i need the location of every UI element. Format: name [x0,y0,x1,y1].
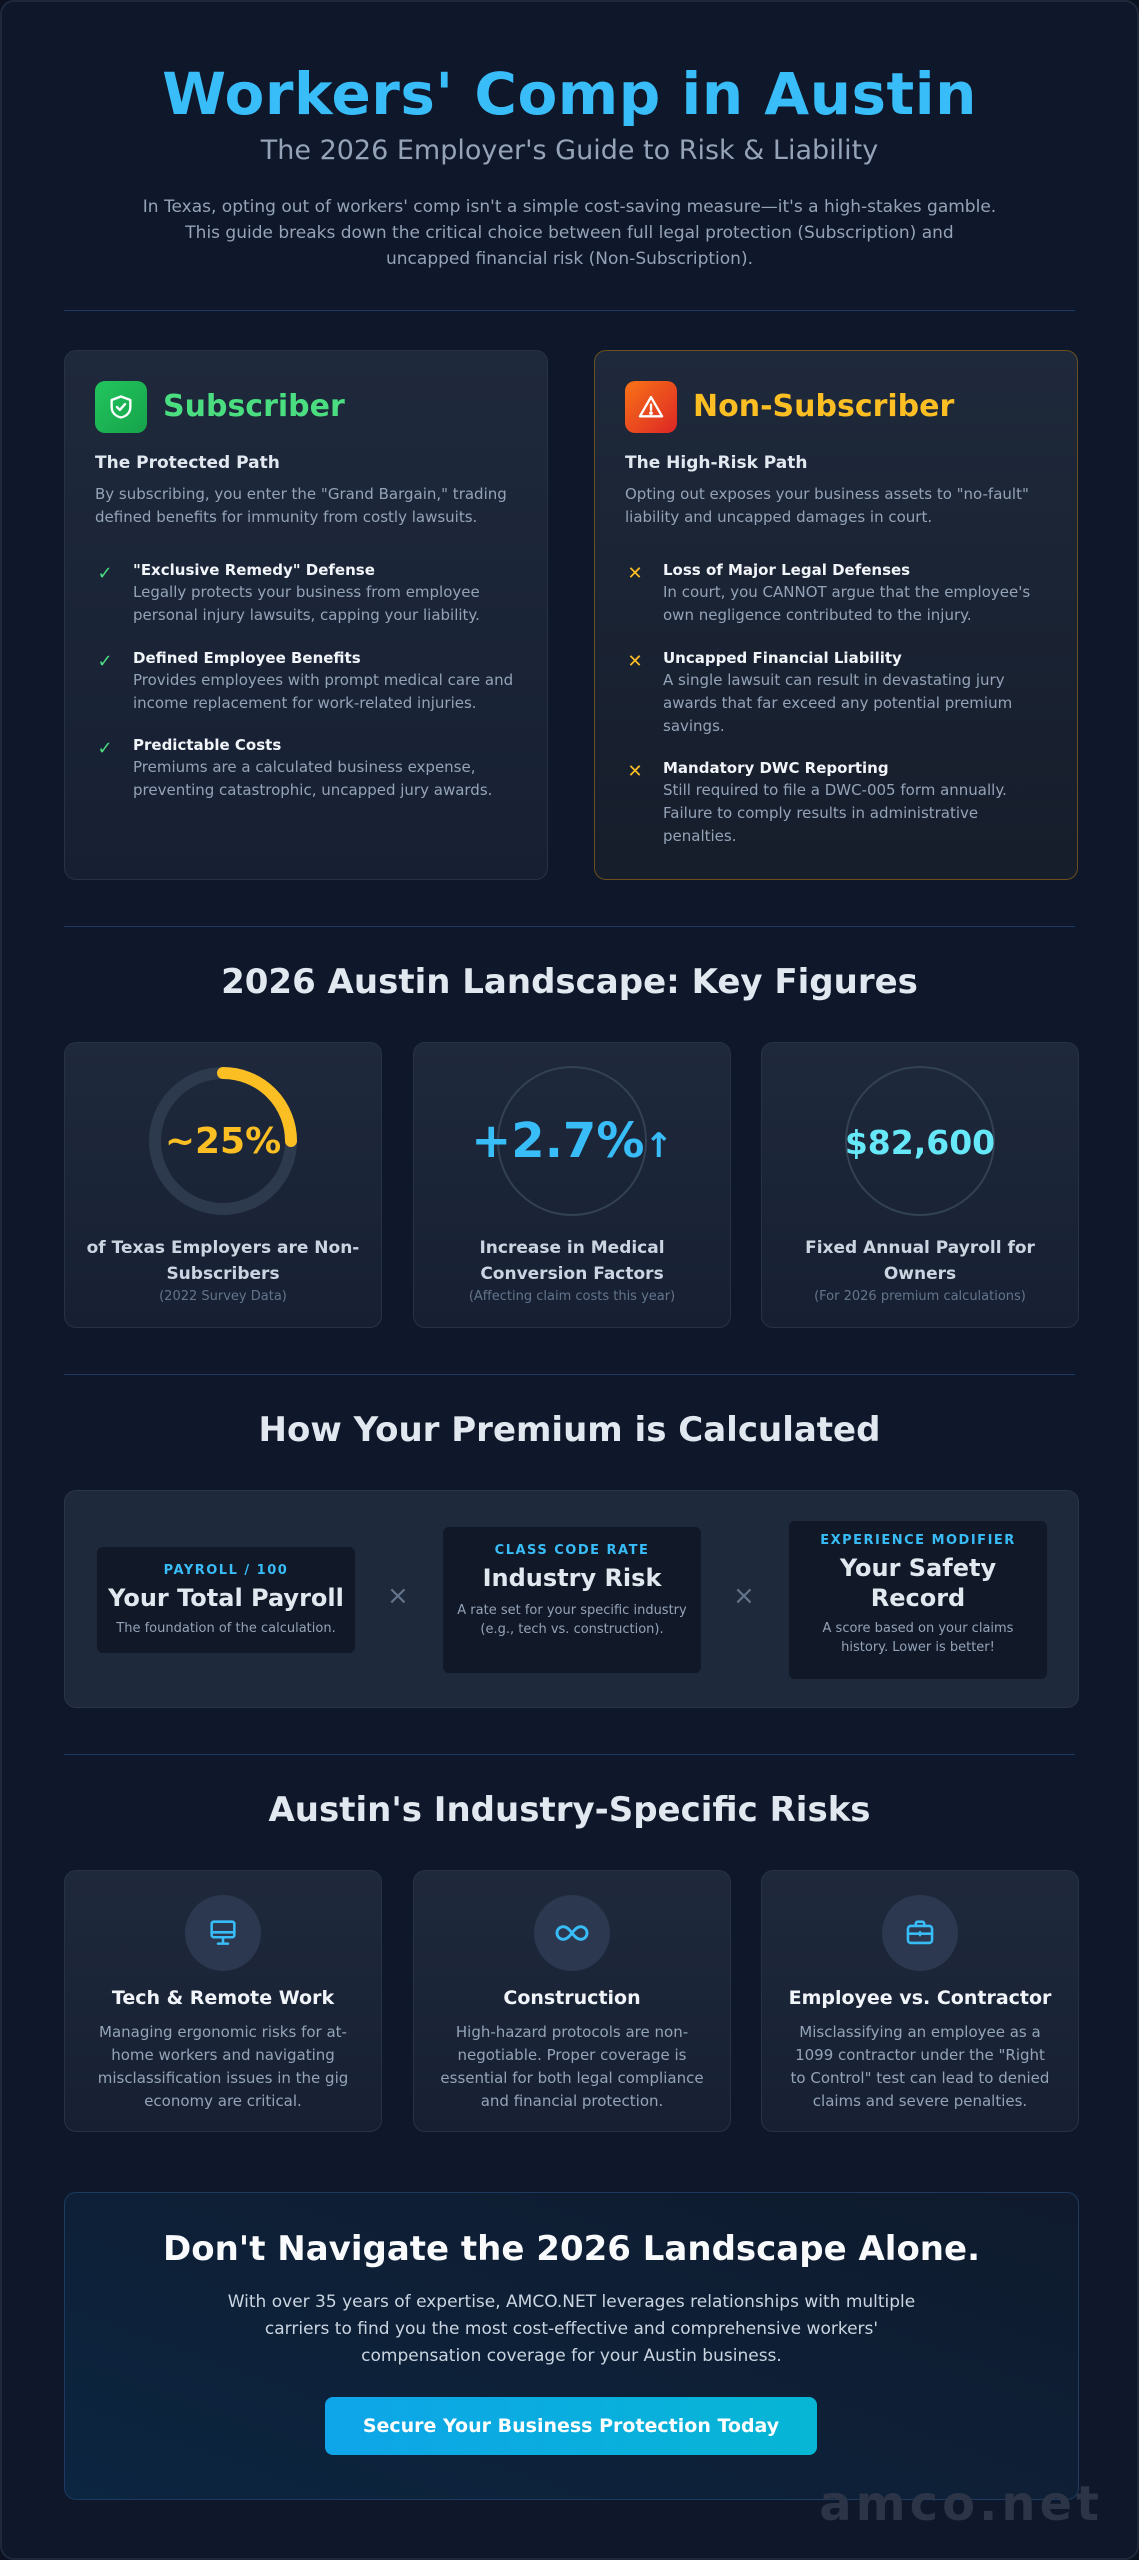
risk-card-tech: Tech & Remote Work Managing ergonomic ri… [64,1870,382,2132]
stat-ring [845,1066,995,1216]
stat-note: (2022 Survey Data) [159,1289,287,1304]
page-title: Workers' Comp in Austin [162,60,977,128]
factor-kicker: PAYROLL / 100 [163,1563,289,1578]
stat-label: Increase in Medical Conversion Factors [479,1238,665,1284]
list-item: ✕ Uncapped Financial Liability A single … [625,647,1051,738]
section-divider [64,926,1075,927]
intro-text: In Texas, opting out of workers' comp is… [142,197,997,269]
subscriber-description: By subscribing, you enter the "Grand Bar… [95,485,507,526]
subscriber-title: Subscriber [163,389,345,424]
risk-card-contractor: Employee vs. Contractor Misclassifying a… [761,1870,1079,2132]
factor-kicker: EXPERIENCE MODIFIER [820,1533,1016,1548]
factor-desc: A rate set for your specific industry (e… [457,1603,687,1637]
section-divider [64,1754,1075,1755]
item-title: Mandatory DWC Reporting [663,759,889,777]
risk-desc: Misclassifying an employee as a 1099 con… [790,2023,1050,2110]
factor-desc: The foundation of the calculation. [116,1621,336,1636]
stat-card-non-subscribers: ~25% of Texas Employers are Non-Subscrib… [64,1042,382,1328]
factor-name: Your Total Payroll [108,1584,344,1612]
item-title: Loss of Major Legal Defenses [663,561,911,579]
subscriber-subtitle: The Protected Path [95,453,280,473]
cta-section: Don't Navigate the 2026 Landscape Alone.… [64,2192,1079,2500]
risk-desc: High-hazard protocols are non-negotiable… [440,2023,704,2110]
non-subscriber-title: Non-Subscriber [693,389,955,424]
section-divider [64,310,1075,311]
non-subscriber-description: Opting out exposes your business assets … [625,485,1029,526]
stat-value: +2.7%↑ [414,1113,730,1169]
watermark: amco.net [819,2476,1103,2532]
item-title: Uncapped Financial Liability [663,649,902,667]
stat-label: Fixed Annual Payroll for Owners [805,1238,1035,1284]
list-item: ✕ Loss of Major Legal Defenses In court,… [625,559,1051,627]
x-icon: ✕ [627,651,643,672]
shield-check-icon [95,381,147,433]
item-text: Still required to file a DWC-005 form an… [663,781,1007,845]
list-item: ✓ "Exclusive Remedy" Defense Legally pro… [95,559,521,627]
list-item: ✓ Defined Employee Benefits Provides emp… [95,647,521,715]
stat-value: $82,600 [844,1123,996,1162]
formula-payroll: PAYROLL / 100 Your Total Payroll The fou… [97,1547,355,1653]
monitor-icon [185,1895,261,1971]
non-subscriber-subtitle: The High-Risk Path [625,453,808,473]
item-title: Predictable Costs [133,736,282,754]
x-icon: ✕ [627,563,643,584]
cta-title: Don't Navigate the 2026 Landscape Alone. [163,2229,980,2269]
risk-title: Tech & Remote Work [111,1987,335,2009]
briefcase-icon [882,1895,958,1971]
list-item: ✓ Predictable Costs Premiums are a calcu… [95,734,521,802]
item-text: In court, you CANNOT argue that the empl… [663,583,1031,624]
secure-protection-button[interactable]: Secure Your Business Protection Today [325,2397,817,2455]
stat-ring [497,1066,647,1216]
stat-label: of Texas Employers are Non-Subscribers [86,1238,360,1284]
formula-class-rate: CLASS CODE RATE Industry Risk A rate set… [443,1527,701,1673]
risk-title: Construction [503,1987,641,2009]
premium-heading: How Your Premium is Calculated [258,1410,881,1450]
item-text: Provides employees with prompt medical c… [133,671,514,712]
factor-name: Industry Risk [482,1564,662,1592]
page-subtitle: The 2026 Employer's Guide to Risk & Liab… [260,135,879,166]
premium-formula: PAYROLL / 100 Your Total Payroll The fou… [64,1490,1079,1708]
stat-note: (Affecting claim costs this year) [468,1289,676,1304]
stat-card-medical-factors: +2.7%↑ Increase in Medical Conversion Fa… [413,1042,731,1328]
item-title: Defined Employee Benefits [133,649,361,667]
warning-triangle-icon [625,381,677,433]
stat-value: ~25% [164,1121,282,1162]
check-icon: ✓ [97,563,113,584]
stat-card-owner-payroll: $82,600 Fixed Annual Payroll for Owners … [761,1042,1079,1328]
check-icon: ✓ [97,738,113,759]
section-divider [64,1374,1075,1375]
subscriber-card: Subscriber The Protected Path By subscri… [64,350,548,880]
check-icon: ✓ [97,651,113,672]
item-text: Premiums are a calculated business expen… [133,758,493,799]
factor-kicker: CLASS CODE RATE [494,1543,650,1558]
formula-experience-mod: EXPERIENCE MODIFIER Your Safety Record A… [789,1521,1047,1679]
item-title: "Exclusive Remedy" Defense [133,561,375,579]
stat-note: (For 2026 premium calculations) [814,1289,1026,1304]
ring-progress [149,1067,297,1215]
x-icon: ✕ [627,761,643,782]
risk-card-construction: Construction High-hazard protocols are n… [413,1870,731,2132]
figures-heading: 2026 Austin Landscape: Key Figures [221,962,918,1002]
list-item: ✕ Mandatory DWC Reporting Still required… [625,757,1051,848]
multiply-icon: × [387,1581,409,1611]
stat-ring [149,1067,297,1215]
item-text: A single lawsuit can result in devastati… [663,671,1013,735]
item-text: Legally protects your business from empl… [133,583,480,624]
stat-number: +2.7% [471,1113,645,1169]
infinity-icon [534,1895,610,1971]
risk-desc: Managing ergonomic risks for at-home wor… [97,2023,349,2110]
arrow-up-icon: ↑ [644,1126,673,1166]
multiply-icon: × [733,1581,755,1611]
factor-desc: A score based on your claims history. Lo… [822,1621,1014,1655]
non-subscriber-card: Non-Subscriber The High-Risk Path Opting… [594,350,1078,880]
risk-title: Employee vs. Contractor [788,1987,1052,2009]
factor-name: Your Safety Record [839,1554,997,1612]
cta-text: With over 35 years of expertise, AMCO.NE… [227,2292,916,2366]
risks-heading: Austin's Industry-Specific Risks [268,1790,871,1830]
